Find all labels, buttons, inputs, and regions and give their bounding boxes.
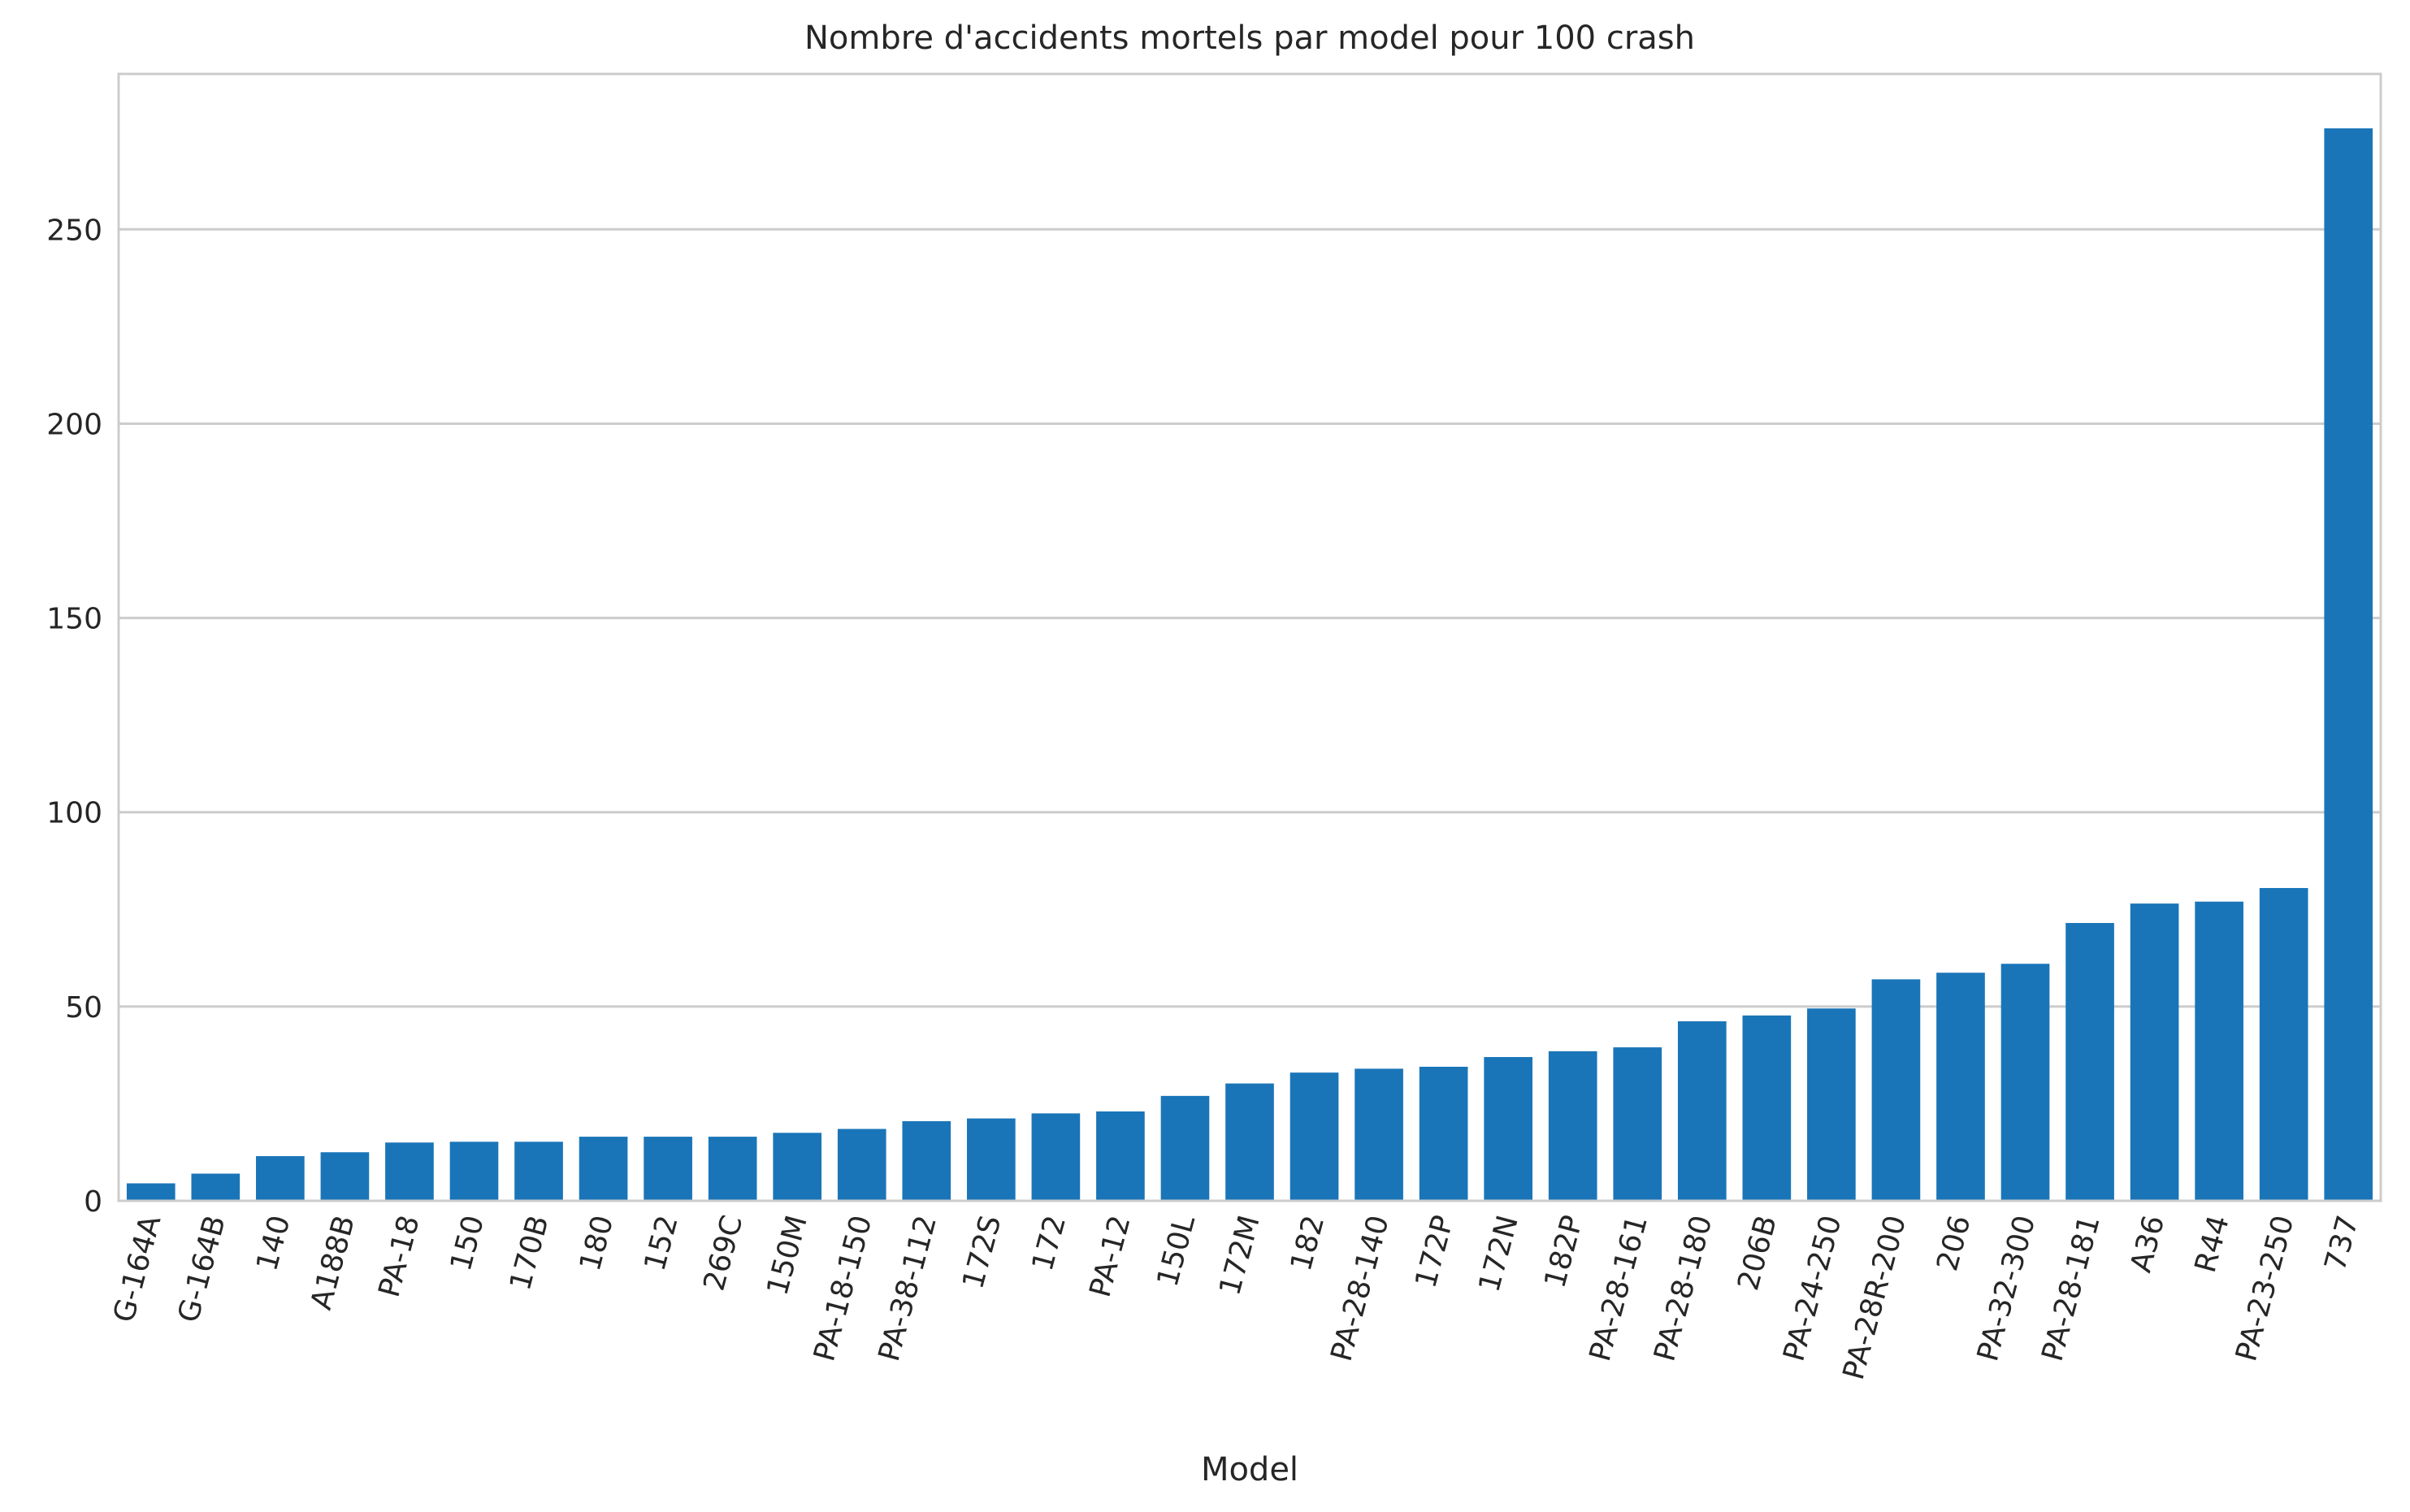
bar: [967, 1118, 1016, 1201]
plot-frame: [117, 72, 2382, 1202]
bar: [708, 1137, 757, 1201]
bar: [1419, 1066, 1468, 1201]
bar: [1936, 973, 1985, 1201]
bar: [837, 1129, 886, 1201]
bar: [902, 1120, 951, 1201]
y-tick-label: 0: [84, 1185, 102, 1219]
bar: [1807, 1008, 1856, 1201]
bars: [126, 128, 2373, 1201]
x-axis-label: Model: [1201, 1451, 1298, 1488]
bar: [449, 1142, 499, 1201]
bar: [1548, 1051, 1597, 1201]
bar: [2195, 901, 2243, 1201]
y-tick-label: 250: [46, 214, 102, 247]
bar: [1871, 979, 1921, 1201]
bar: [579, 1137, 628, 1201]
y-tick-label: 200: [46, 408, 102, 441]
bar: [1290, 1072, 1339, 1201]
bar: [1613, 1047, 1662, 1201]
bar: [1031, 1113, 1081, 1201]
y-tick-label: 150: [46, 603, 102, 636]
bar: [514, 1142, 563, 1201]
bar: [644, 1137, 692, 1201]
bar: [256, 1155, 305, 1201]
bar: [2324, 128, 2373, 1201]
bar: [1355, 1068, 1403, 1201]
chart-title: Nombre d'accidents mortels par model pou…: [804, 19, 1695, 57]
bar: [2000, 964, 2050, 1201]
bar: [1225, 1083, 1274, 1201]
bar: [2130, 903, 2179, 1201]
bar: [773, 1133, 822, 1201]
y-tick-label: 100: [46, 797, 102, 830]
bar: [2259, 887, 2308, 1201]
bar: [1096, 1111, 1145, 1201]
bar: [1160, 1095, 1210, 1201]
bar: [1742, 1015, 1792, 1201]
bar: [1677, 1021, 1727, 1201]
y-tick-label: 50: [65, 991, 102, 1025]
bar: [2065, 923, 2114, 1201]
bar: [320, 1152, 370, 1201]
bar: [385, 1142, 434, 1201]
y-axis-ticks: 0 50 100 150 200 250: [46, 214, 102, 1219]
bar: [1484, 1057, 1532, 1201]
bar: [126, 1183, 176, 1201]
bar: [191, 1173, 241, 1201]
